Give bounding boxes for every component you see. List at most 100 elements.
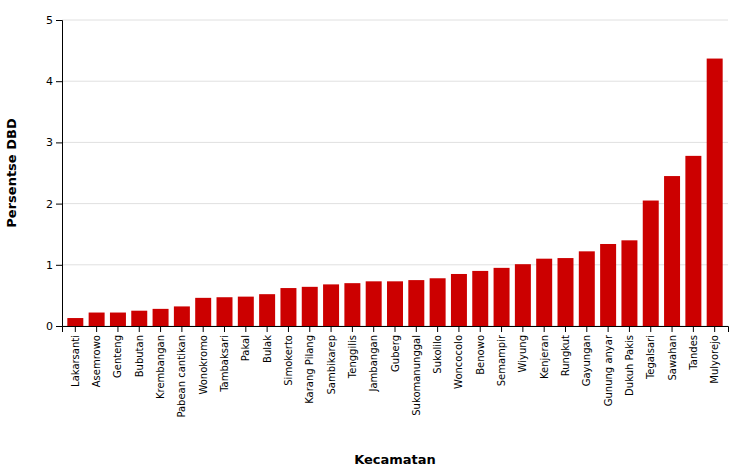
x-tick-label: Pabean cantikan [176,335,187,418]
x-tick-label: Genteng [112,335,123,378]
y-axis-title: Persentse DBD [4,118,19,228]
bar [643,201,659,326]
x-tick-mark [139,326,140,332]
x-tick-mark [395,326,396,332]
x-tick-mark [96,326,97,332]
x-tick: Genteng [112,326,123,378]
y-tick-mark [56,81,62,82]
y-tick-label: 3 [46,136,53,149]
plot: Lakarsanti Asemrowo Genteng Bubutan Krembang… [46,14,729,418]
x-tick: Karang Pilang [304,326,315,404]
x-tick-mark [586,326,587,332]
x-tick-label: Tambaksari [219,335,230,393]
x-tick: Jambangan [368,326,379,392]
x-tick: Gunung anyar [603,326,614,406]
x-tick: Woncocolo [453,326,464,389]
bar [430,278,446,326]
x-tick-mark [608,326,609,332]
x-tick: Wiyung [517,326,528,372]
bar [515,264,531,326]
x-tick: Sambikarep [326,326,337,394]
x-tick-label: Krembangan [155,335,166,399]
x-tick-label: Wiyung [517,335,528,372]
x-tick: Pabean cantikan [176,326,187,418]
x-tick: Tambaksari [219,326,230,393]
x-tick-mark [565,326,566,332]
y-tick: 2 [46,198,62,211]
x-tick-label: Gayungan [581,335,592,386]
bar [387,281,403,326]
x-tick: Lakarsanti [70,326,81,387]
bar [238,297,254,326]
y-tick: 3 [46,136,62,149]
bar [621,240,637,326]
chart-svg: Lakarsanti Asemrowo Genteng Bubutan Krembang… [0,0,748,476]
bar [323,284,339,326]
x-tick-mark [480,326,481,332]
y-tick-mark [56,265,62,266]
bar [472,271,488,326]
x-tick-label: Jambangan [368,335,379,392]
x-tick: Semampir [496,326,507,386]
grid-line [62,20,728,21]
bar [259,294,275,326]
x-tick-label: Tegalsari [645,335,656,380]
y-tick-label: 4 [46,75,53,88]
x-tick-label: Mulyorejo [709,335,720,384]
x-tick: Simokerto [283,326,294,386]
x-tick-mark [501,326,502,332]
x-tick-mark [352,326,353,332]
x-tick-mark [693,326,694,332]
x-tick-mark [629,326,630,332]
x-tick: Sukomanunggal [411,326,422,416]
x-tick-mark [522,326,523,332]
bar [89,313,105,326]
x-axis-title: Kecamatan [354,452,436,467]
bar [131,311,147,326]
x-tick-mark [544,326,545,332]
x-axis: Lakarsanti Asemrowo Genteng Bubutan Krembang… [63,326,729,418]
bar [536,259,552,326]
bar [280,288,296,326]
x-tick-label: Asemrowo [91,335,102,387]
x-tick-label: Dukuh Pakis [624,335,635,396]
x-tick-label: Bulak [262,335,273,363]
x-tick-mark [288,326,289,332]
x-tick-label: Karang Pilang [304,335,315,404]
x-tick-mark [416,326,417,332]
chart-container: Lakarsanti Asemrowo Genteng Bubutan Krembang… [0,0,748,476]
x-tick: Bulak [262,326,273,363]
x-tick: Gayungan [581,326,592,386]
x-tick-mark [458,326,459,332]
x-tick: Bubutan [134,326,145,377]
x-tick: Pakal [240,326,251,361]
y-tick-mark [56,20,62,21]
y-tick-label: 2 [46,198,53,211]
x-tick-mark [331,326,332,332]
x-tick: Sukolilo [432,326,443,374]
y-tick: 1 [46,259,62,272]
x-tick-mark [245,326,246,332]
bar [579,251,595,326]
x-tick: Tegalsari [645,326,656,380]
bar [494,268,510,326]
bar [110,313,126,326]
y-tick: 0 [46,320,62,333]
x-tick-label: Bubutan [134,335,145,377]
x-tick-label: Tandes [688,335,699,371]
x-tick: Mulyorejo [709,326,720,384]
bar [707,59,723,326]
y-axis-line [56,21,63,327]
x-tick: Tenggilis [347,326,358,379]
bar [600,244,616,326]
bar [302,287,318,326]
x-tick-mark [203,326,204,332]
y-tick-label: 0 [46,320,53,333]
x-tick-label: Pakal [240,335,251,361]
grid-line [62,203,728,204]
grid-line [62,81,728,82]
x-tick-label: Kenjeran [539,335,550,379]
x-tick-label: Lakarsanti [70,335,81,387]
x-tick-label: Tenggilis [347,335,358,379]
x-tick: Krembangan [155,326,166,399]
